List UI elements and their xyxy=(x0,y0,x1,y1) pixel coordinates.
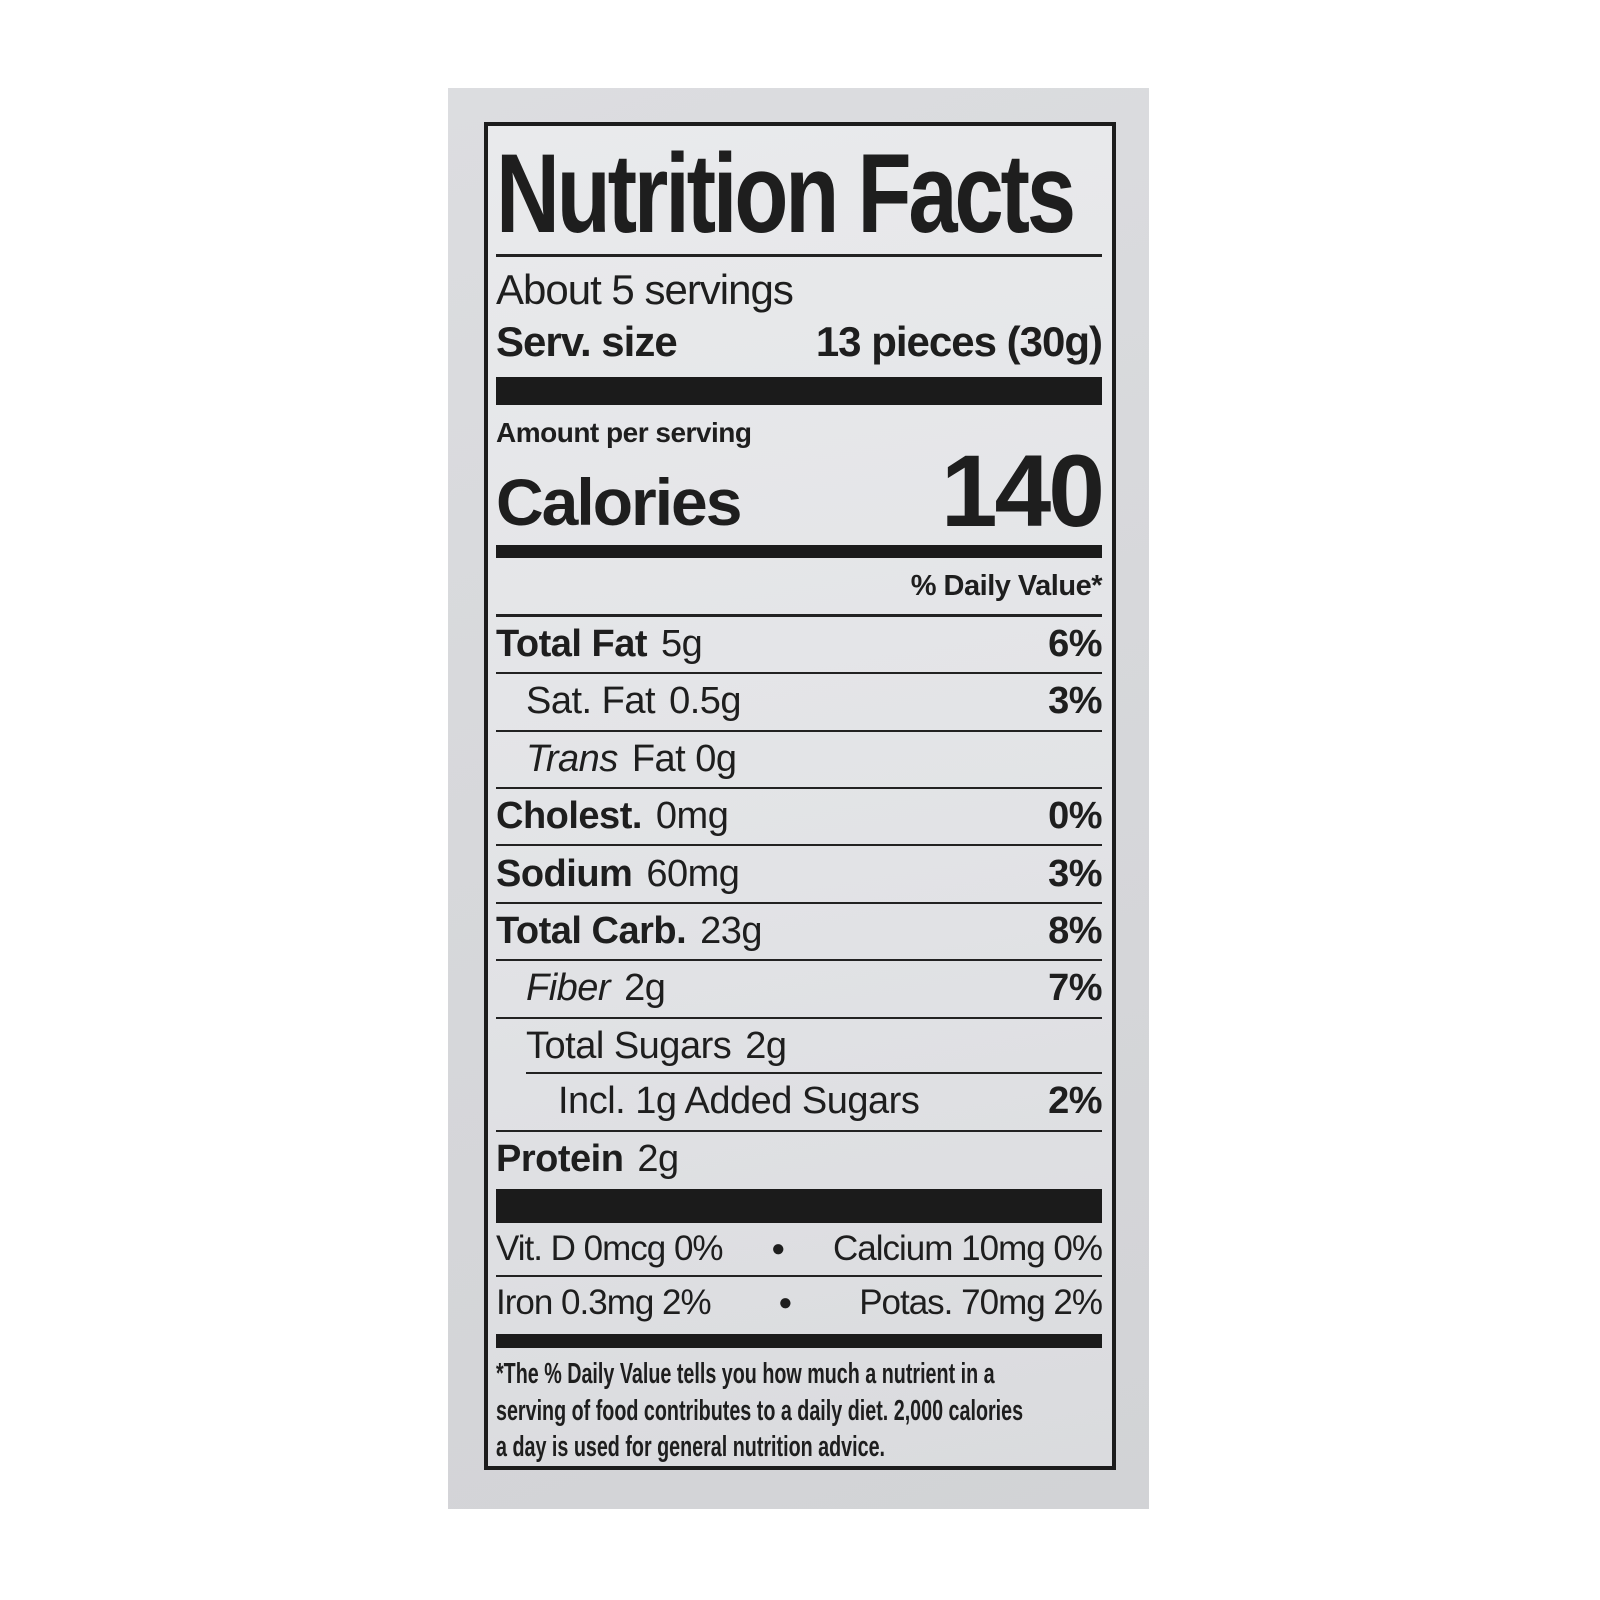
divider-bar-footnote xyxy=(496,1333,1102,1349)
nutrient-name: Fiber 2g xyxy=(496,967,666,1010)
serving-size-value: 13 pieces (30g) xyxy=(815,318,1103,366)
nutrient-name: Incl. 1g Added Sugars xyxy=(496,1080,920,1123)
nutrition-facts-label: Nutrition Facts About 5 servings Serv. s… xyxy=(484,122,1116,1470)
micronutrient-row-2: Iron 0.3mg 2% ● Potas. 70mg 2% xyxy=(496,1277,1103,1329)
nutrient-amount: 2g xyxy=(624,967,666,1010)
nutrient-row-cholesterol: Cholest. 0mg 0% xyxy=(496,789,1102,847)
nutrient-name-text: Fiber xyxy=(526,967,611,1010)
nutrient-name: Sat. Fat 0.5g xyxy=(496,680,742,723)
nutrient-name-text: Total Sugars xyxy=(526,1024,732,1067)
label-title: Nutrition Facts xyxy=(496,131,1076,256)
nutrient-name: Cholest. 0mg xyxy=(496,795,729,838)
vitamin-d-value: Vit. D 0mcg 0% xyxy=(496,1228,724,1268)
divider-bar-bottom xyxy=(496,1188,1102,1223)
nutrient-dv: 0% xyxy=(1048,795,1102,838)
micronutrient-row-1: Vit. D 0mcg 0% ● Calcium 10mg 0% xyxy=(496,1223,1103,1278)
nutrient-row-fiber: Fiber 2g 7% xyxy=(496,961,1102,1019)
servings-per-container: About 5 servings xyxy=(496,266,794,313)
nutrient-row-sodium: Sodium 60mg 3% xyxy=(496,846,1102,904)
footnote-line: a day is used for general nutrition advi… xyxy=(496,1431,886,1464)
nutrient-row-trans-fat: Trans Fat 0g xyxy=(496,732,1102,789)
nutrient-row-total-sugars: Total Sugars 2g xyxy=(496,1019,1102,1075)
nutrient-name: Total Carb. 23g xyxy=(496,910,763,953)
nutrient-name: Trans Fat 0g xyxy=(496,738,737,781)
serving-size-label: Serv. size xyxy=(496,318,678,366)
nutrient-amount: 0mg xyxy=(655,795,729,838)
calories-value: 140 xyxy=(940,434,1105,549)
nutrient-amount: Fat 0g xyxy=(631,737,737,780)
divider-bar-calories xyxy=(496,544,1102,558)
divider-bar-top xyxy=(496,377,1102,406)
nutrient-amount: 23g xyxy=(700,910,763,953)
nutrient-dv: 2% xyxy=(1048,1080,1102,1123)
nutrient-amount: 2g xyxy=(637,1137,679,1180)
nutrient-name-text: Sodium xyxy=(496,852,633,895)
nutrient-name: Total Fat 5g xyxy=(496,622,703,666)
nutrient-amount: 2g xyxy=(745,1024,787,1067)
footnote-line: *The % Daily Value tells you how much a … xyxy=(496,1358,995,1391)
nutrient-dv: 6% xyxy=(1048,622,1102,665)
footnote-line: serving of food contributes to a daily d… xyxy=(496,1394,1024,1427)
calories-row: Calories 140 xyxy=(496,434,1105,549)
nutrient-name-text: Protein xyxy=(496,1137,624,1180)
nutrient-amount: 0.5g xyxy=(669,680,742,723)
calcium-value: Calcium 10mg 0% xyxy=(833,1228,1103,1268)
nutrient-name-text: Cholest. xyxy=(496,795,642,838)
nutrient-row-total-fat: Total Fat 5g 6% xyxy=(496,617,1102,675)
nutrient-name: Total Sugars 2g xyxy=(496,1025,787,1068)
nutrient-name: Protein 2g xyxy=(496,1138,679,1181)
title-divider xyxy=(496,254,1102,257)
bullet-icon: ● xyxy=(778,1289,792,1317)
daily-value-header: % Daily Value* xyxy=(496,558,1103,617)
nutrient-row-protein: Protein 2g xyxy=(496,1132,1102,1187)
nutrient-dv: 7% xyxy=(1048,967,1102,1010)
bullet-icon: ● xyxy=(771,1234,785,1262)
nutrient-row-added-sugars: Incl. 1g Added Sugars 2% xyxy=(496,1074,1102,1132)
amount-per-serving-label: Amount per serving xyxy=(496,417,752,449)
product-package-photo: Nutrition Facts About 5 servings Serv. s… xyxy=(448,88,1149,1509)
calories-label: Calories xyxy=(496,464,742,539)
nutrient-row-sat-fat: Sat. Fat 0.5g 3% xyxy=(496,674,1102,732)
nutrient-name-text: Incl. 1g Added Sugars xyxy=(558,1080,920,1123)
nutrient-row-total-carb: Total Carb. 23g 8% xyxy=(496,904,1102,962)
serving-size-row: Serv. size 13 pieces (30g) xyxy=(496,318,1103,366)
nutrient-amount: 5g xyxy=(661,622,703,665)
nutrient-name-text: Total Carb. xyxy=(496,910,687,953)
potassium-value: Potas. 70mg 2% xyxy=(859,1283,1103,1323)
daily-value-footnote: *The % Daily Value tells you how much a … xyxy=(496,1356,1102,1466)
iron-value: Iron 0.3mg 2% xyxy=(496,1283,712,1323)
nutrient-name-text: Trans xyxy=(526,737,618,780)
nutrient-name-text: Total Fat xyxy=(496,622,648,665)
nutrient-dv: 8% xyxy=(1048,910,1102,953)
nutrient-dv: 3% xyxy=(1048,680,1102,723)
nutrient-amount: 60mg xyxy=(646,852,740,895)
nutrient-dv: 3% xyxy=(1048,852,1102,895)
nutrient-name-text: Sat. Fat xyxy=(526,680,656,723)
nutrient-name: Sodium 60mg xyxy=(496,852,740,896)
